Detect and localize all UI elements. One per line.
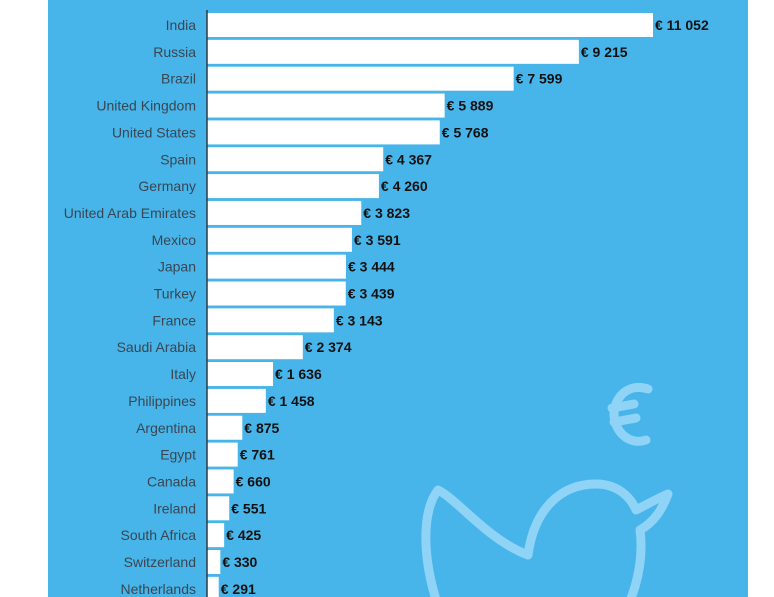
category-label: Ireland: [153, 500, 196, 516]
category-label: France: [152, 312, 196, 328]
value-label: € 4 260: [381, 178, 428, 194]
value-label: € 291: [221, 581, 256, 597]
bar-united-kingdom: [207, 93, 445, 118]
value-label: € 9 215: [581, 44, 628, 60]
bar-india: [207, 13, 653, 37]
bar-mexico: [207, 227, 352, 252]
value-label: € 11 052: [655, 17, 709, 33]
value-label: € 761: [240, 447, 275, 463]
bar-south-africa: [207, 523, 225, 548]
category-label: Canada: [147, 473, 196, 489]
category-label: Switzerland: [124, 554, 196, 570]
bar-germany: [207, 174, 379, 199]
bar-russia: [207, 39, 579, 64]
category-label: Russia: [153, 44, 196, 60]
category-label: Turkey: [154, 286, 196, 302]
bar-united-states: [207, 120, 440, 145]
value-label: € 2 374: [305, 339, 352, 355]
bar-japan: [207, 254, 346, 279]
value-label: € 875: [244, 420, 279, 436]
value-label: € 3 444: [348, 259, 395, 275]
value-label: € 330: [222, 554, 257, 570]
category-label: Saudi Arabia: [117, 339, 197, 355]
category-label: India: [166, 17, 197, 33]
category-label: Spain: [160, 151, 196, 167]
value-label: € 5 768: [442, 124, 489, 140]
value-label: € 551: [231, 500, 266, 516]
value-label: € 1 636: [275, 366, 322, 382]
bar-turkey: [207, 281, 346, 306]
category-label: Argentina: [136, 420, 196, 436]
value-label: € 5 889: [447, 98, 494, 114]
bar-spain: [207, 147, 384, 172]
bar-saudi-arabia: [207, 335, 303, 360]
category-label: Japan: [158, 259, 196, 275]
category-label: United States: [112, 124, 196, 140]
bar-france: [207, 308, 334, 333]
category-label: Italy: [170, 366, 196, 382]
euro-sign-icon: [607, 383, 653, 446]
bars-group: India € 11 052 Russia € 9 215 Brazil € 7 599 U…: [64, 13, 709, 597]
value-label: € 3 439: [348, 286, 395, 302]
value-label: € 425: [226, 527, 261, 543]
bar-brazil: [207, 66, 514, 91]
value-label: € 1 458: [268, 393, 315, 409]
bar-canada: [207, 469, 234, 494]
bar-argentina: [207, 415, 243, 440]
bar-united-arab-emirates: [207, 200, 362, 225]
bar-philippines: [207, 388, 266, 413]
category-label: Philippines: [128, 393, 196, 409]
category-label: Netherlands: [121, 581, 197, 597]
bar-chart: India € 11 052 Russia € 9 215 Brazil € 7 599 U…: [64, 10, 709, 597]
chart-panel: India € 11 052 Russia € 9 215 Brazil € 7 599 U…: [48, 0, 748, 597]
category-label: South Africa: [121, 527, 197, 543]
value-label: € 3 823: [363, 205, 410, 221]
value-label: € 4 367: [385, 151, 432, 167]
category-label: Egypt: [160, 447, 196, 463]
bar-ireland: [207, 496, 230, 521]
value-label: € 660: [236, 473, 271, 489]
bar-egypt: [207, 442, 238, 467]
category-label: Brazil: [161, 71, 196, 87]
value-label: € 3 591: [354, 232, 401, 248]
value-label: € 7 599: [516, 71, 563, 87]
bird-icon: [421, 479, 673, 597]
bar-italy: [207, 362, 274, 387]
bar-netherlands: [207, 576, 219, 597]
category-label: United Arab Emirates: [64, 205, 196, 221]
category-label: Mexico: [152, 232, 197, 248]
category-label: Germany: [138, 178, 196, 194]
bar-switzerland: [207, 550, 221, 574]
category-label: United Kingdom: [96, 98, 196, 114]
value-label: € 3 143: [336, 312, 383, 328]
